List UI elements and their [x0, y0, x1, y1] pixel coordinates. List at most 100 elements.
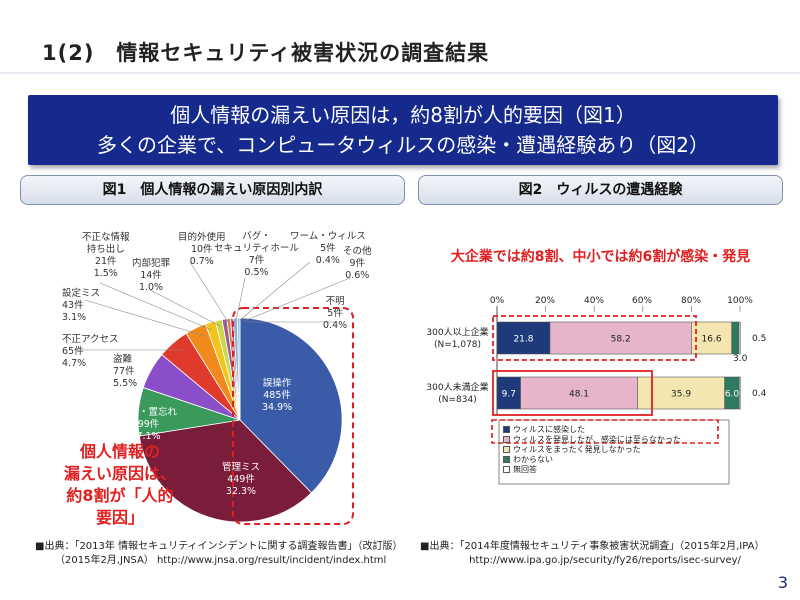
legend-highlight	[491, 419, 719, 444]
slice-percent: 7.1%	[136, 431, 161, 442]
bar-segment-0-1	[549, 321, 692, 355]
legend-swatch	[503, 425, 510, 433]
slice-count: 21件	[94, 256, 117, 267]
slide-heading: 1(2) 情報セキュリティ被害状況の調査結果	[42, 41, 490, 65]
legend: ウィルスに感染した ウィルスを発見したが、感染には至らなかった ウィルスをまった…	[503, 424, 728, 474]
tick-0: 0%	[489, 296, 505, 306]
highlight-small	[492, 370, 653, 416]
legend-label: ウィルスを発見したが、感染には至らなかった	[513, 434, 681, 444]
slice-count: 449件	[227, 474, 255, 485]
page-number: 3	[777, 573, 788, 592]
pie-label-内部犯罪: 内部犯罪 14件 1.0%	[132, 258, 170, 294]
slice-percent: 0.4%	[315, 255, 340, 266]
bar-value-0-0: 21.8	[513, 335, 533, 345]
slice-percent: 5.5%	[113, 378, 138, 389]
overlay-line: 約8割が「人的	[66, 486, 174, 505]
tick-60: 60%	[631, 296, 653, 306]
legend-swatch	[503, 435, 510, 443]
bar-segment-0-3	[731, 321, 740, 355]
legend-swatch	[503, 455, 510, 463]
banner-line-2: 多くの企業で、コンピュータウィルスの感染・遭遇経験あり（図2）	[97, 133, 709, 157]
slice-name: ワーム・ウィルス	[290, 231, 366, 242]
slice-name: 設定ミス	[62, 288, 101, 299]
pie-label-その他: その他 9件 0.6%	[343, 246, 372, 282]
bar-value-1-1: 48.1	[569, 390, 589, 400]
slice-name-b: セキュリティホール	[214, 243, 299, 254]
overlay-line: 要因」	[95, 508, 144, 527]
slice-percent: 3.1%	[62, 312, 87, 323]
pie-label-不明: 不明 5件 0.4%	[323, 296, 347, 332]
slice-count: 43件	[62, 300, 84, 311]
bar-value-1-2: 35.9	[671, 390, 691, 400]
source-line-2: （2015年2月,JNSA） http://www.jnsa.org/resul…	[55, 555, 387, 566]
legend-label: 無回答	[513, 464, 537, 474]
tick-80: 80%	[680, 296, 702, 306]
category-name: 300人以上企業	[426, 328, 489, 338]
bar-segment-1-4	[738, 376, 741, 410]
source-line-1: ■出典：「2014年度情報セキュリティ事象被害状況調査」（2015年2月,IPA…	[420, 541, 765, 552]
leader-line-7	[84, 299, 206, 337]
slice-name-a: バグ・	[242, 231, 271, 242]
pie-slice-1	[138, 419, 313, 523]
source-line-2: http://www.ipa.go.jp/security/fy26/repor…	[469, 555, 741, 566]
slice-name: 紛失・置忘れ	[120, 407, 178, 418]
human-factor-highlight	[232, 307, 354, 525]
legend-item: 無回答	[503, 464, 728, 474]
tick-100: 100%	[727, 296, 753, 306]
slice-name: 管理ミス	[222, 462, 261, 473]
summary-banner: 個人情報の漏えい原因は，約8割が人的要因（図1） 多くの企業で、コンピュータウィ…	[28, 95, 778, 165]
slice-percent: 0.6%	[345, 270, 370, 281]
value-label-small-noanswer: 0.4	[752, 389, 767, 399]
slice-name-b: 持ち出し	[86, 244, 125, 255]
leader-line-2	[189, 261, 229, 323]
legend-item: ウィルスをまったく発見しなかった	[503, 444, 728, 454]
slice-percent: 4.7%	[62, 358, 87, 369]
pie-label-不正アクセス: 不正アクセス 65件 4.7%	[62, 334, 119, 370]
value-label-large-unknown: 3.0	[733, 354, 748, 364]
figure1-source: ■出典：「2013年 情報セキュリティインシデントに関する調査報告書」（改訂版）…	[35, 540, 415, 568]
legend-label: ウィルスをまったく発見しなかった	[513, 444, 641, 454]
leader-line-5	[243, 277, 351, 322]
slice-count: 14件	[140, 270, 162, 281]
leader-line-4	[239, 261, 311, 321]
slice-count: 99件	[137, 419, 160, 430]
slice-name: 盗難	[113, 354, 133, 365]
pie-overlay-callout: 個人情報の 漏えい原因は、 約8割が「人的 要因」	[55, 441, 185, 529]
bar-value-1-3: 6.0	[725, 390, 740, 400]
slice-name: 目的外使用	[178, 232, 226, 243]
slice-name: その他	[343, 246, 372, 257]
figure2-headline: 大企業では約8割、中小では約6割が感染・発見	[450, 249, 751, 265]
banner-line-1: 個人情報の漏えい原因は，約8割が人的要因（図1）	[170, 103, 636, 127]
slice-count: 7件	[248, 255, 265, 266]
legend-swatch	[503, 445, 510, 453]
pie-label-ワームウィルス: ワーム・ウィルス 5件 0.4%	[290, 231, 366, 267]
leader-line-3	[235, 277, 246, 322]
bar-value-1-0: 9.7	[502, 390, 516, 400]
slice-count: 485件	[263, 390, 291, 401]
category-label-large: 300人以上企業 (N=1,078)	[420, 327, 495, 351]
slice-count: 65件	[62, 346, 84, 357]
source-line-1: ■出典：「2013年 情報セキュリティインシデントに関する調査報告書」（改訂版）	[35, 541, 403, 552]
pie-label-盗難: 盗難 77件 5.5%	[113, 354, 137, 390]
legend-item: ウィルスに感染した	[503, 424, 728, 434]
category-name: 300人未満企業	[426, 383, 489, 393]
slice-percent: 0.5%	[244, 267, 269, 278]
leader-line-1	[149, 289, 221, 327]
slice-percent: 34.9%	[262, 402, 293, 413]
legend-swatch	[503, 465, 510, 473]
heading-rule	[0, 72, 800, 74]
slice-count: 5件	[320, 243, 336, 254]
slice-percent: 32.3%	[225, 486, 257, 497]
pie-label-不正な情報持ち出し: 不正な情報 持ち出し 21件 1.5%	[82, 232, 130, 280]
legend-item: わからない	[503, 454, 728, 464]
figure2-title: 図2 ウィルスの遭遇経験	[418, 175, 783, 205]
bar-value-0-1: 58.2	[611, 335, 631, 345]
legend-item: ウィルスを発見したが、感染には至らなかった	[503, 434, 728, 444]
overlay-line: 個人情報の	[79, 442, 160, 461]
bar-segment-0-2	[691, 321, 733, 355]
slice-name: 不正アクセス	[62, 334, 119, 345]
legend-label: わからない	[513, 454, 553, 464]
